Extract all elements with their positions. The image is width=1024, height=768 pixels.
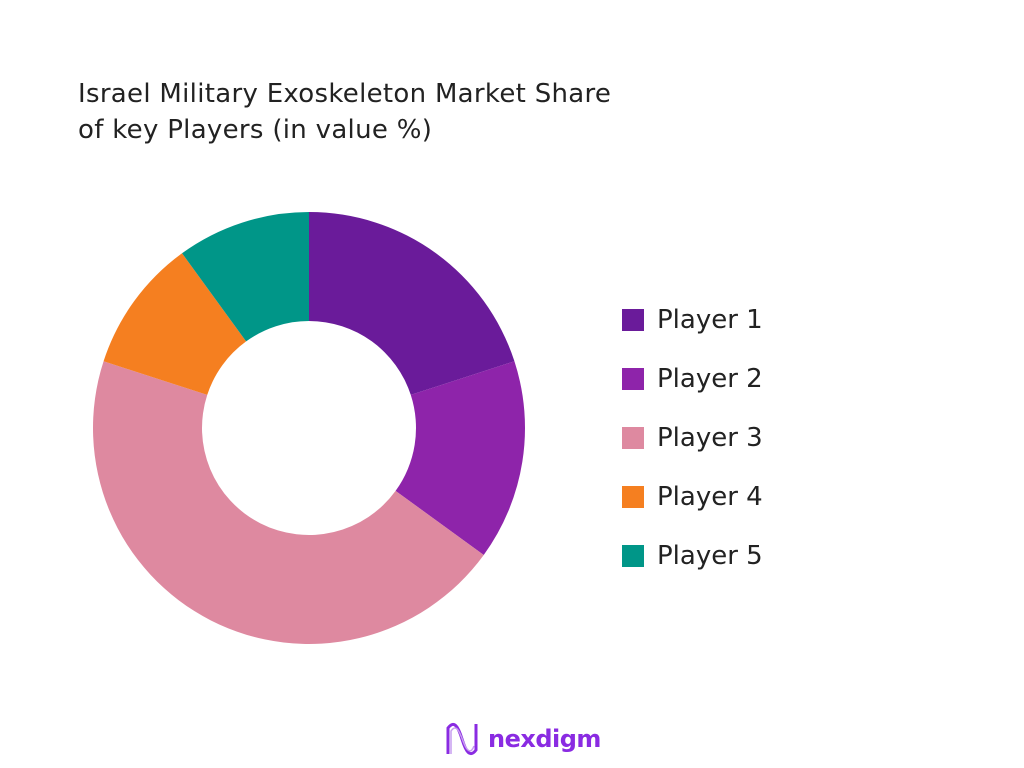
slice-player-3 <box>93 361 484 644</box>
legend-label: Player 3 <box>657 422 763 453</box>
legend: Player 1 Player 2 Player 3 Player 4 Player 5 <box>622 290 763 585</box>
legend-item: Player 5 <box>622 526 763 585</box>
chart-title: Israel Military Exoskeleton Market Share… <box>78 76 611 148</box>
legend-label: Player 4 <box>657 481 763 512</box>
slice-player-5 <box>182 212 309 342</box>
legend-item: Player 2 <box>622 349 763 408</box>
chart-title-line-1: Israel Military Exoskeleton Market Share <box>78 79 612 109</box>
nexdigm-wave-icon <box>446 723 478 755</box>
legend-item: Player 4 <box>622 467 763 526</box>
legend-swatch <box>622 426 644 449</box>
legend-swatch <box>622 544 644 567</box>
legend-swatch <box>622 308 644 331</box>
legend-label: Player 5 <box>657 540 763 571</box>
chart-title-line-2: of key Players (in value %) <box>78 115 433 145</box>
legend-label: Player 2 <box>657 363 763 394</box>
legend-label: Player 1 <box>657 304 763 335</box>
logo-text: nexdigm <box>488 725 601 753</box>
slice-player-2 <box>395 361 525 555</box>
slice-player-1 <box>309 212 515 395</box>
legend-item: Player 1 <box>622 290 763 349</box>
legend-swatch <box>622 485 644 508</box>
legend-item: Player 3 <box>622 408 763 467</box>
legend-swatch <box>622 367 644 390</box>
slice-player-4 <box>103 253 247 395</box>
nexdigm-logo: nexdigm <box>444 722 601 756</box>
